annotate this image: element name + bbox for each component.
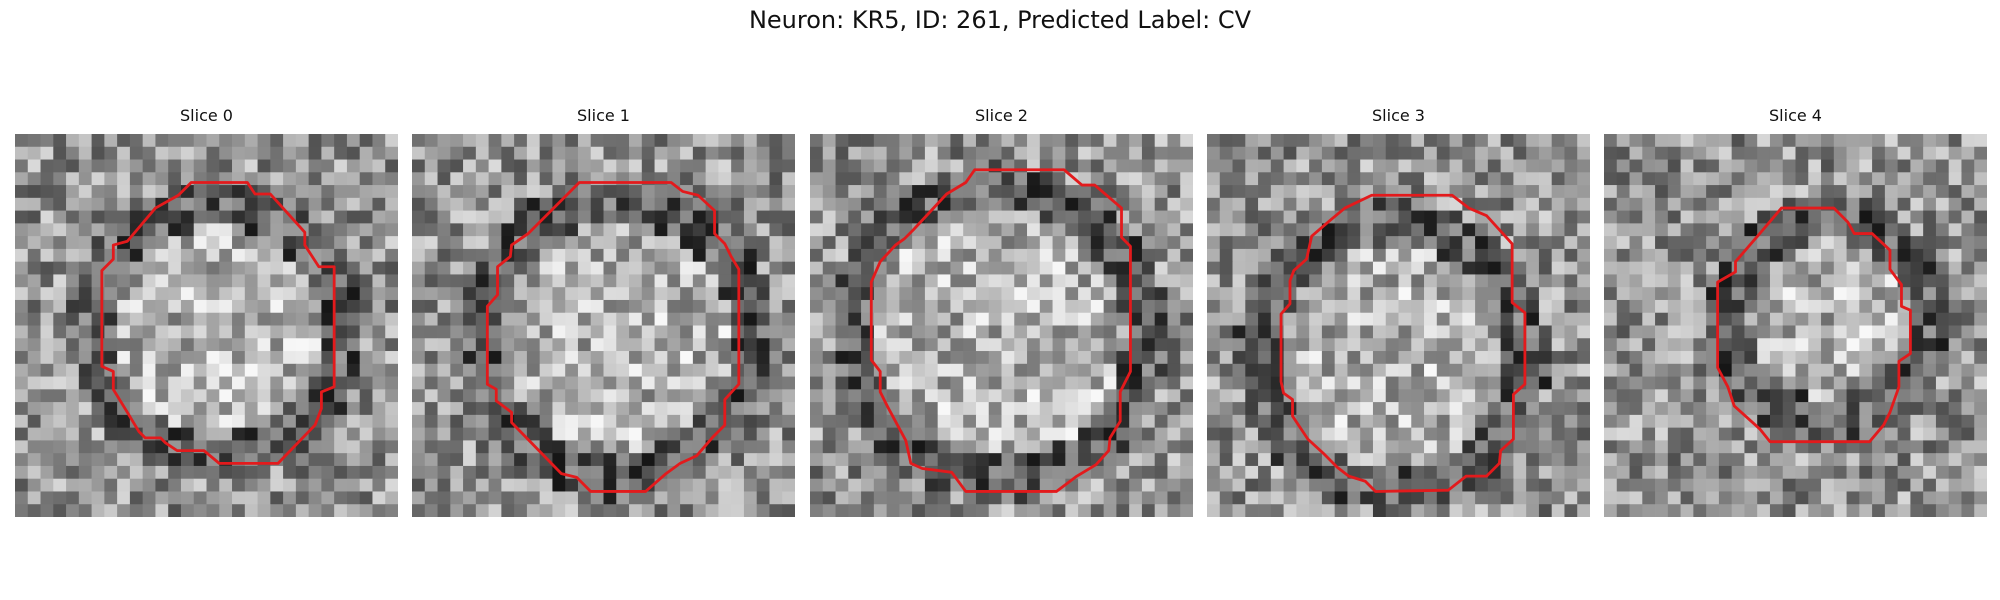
slice-image-1: [412, 134, 795, 517]
slice-title: Slice 2: [975, 106, 1028, 125]
contour-outline: [485, 181, 741, 493]
pixel-grid: [810, 134, 1193, 517]
slice-title: Slice 0: [180, 106, 233, 125]
slice-image-3: [1207, 134, 1590, 517]
slice-image-4: [1604, 134, 1987, 517]
contour-outline: [1716, 206, 1912, 444]
slice-title: Slice 1: [577, 106, 630, 125]
contour-outline: [100, 181, 336, 465]
slice-image-0: [15, 134, 398, 517]
slice-title: Slice 4: [1769, 106, 1822, 125]
contour-outline: [869, 168, 1132, 493]
figure-title: Neuron: KR5, ID: 261, Predicted Label: C…: [748, 6, 1252, 34]
pixel-grid: [1207, 134, 1590, 517]
pixel-grid: [1604, 134, 1987, 517]
slice-image-2: [810, 134, 1193, 517]
slice-title: Slice 3: [1372, 106, 1425, 125]
contour-outline: [1279, 193, 1527, 493]
pixel-grid: [15, 134, 398, 517]
pixel-grid: [412, 134, 795, 517]
